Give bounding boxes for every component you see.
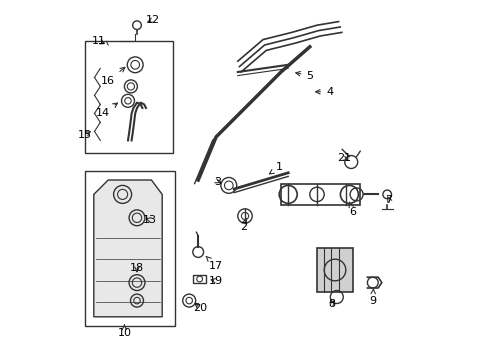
Text: 13: 13 — [143, 215, 157, 225]
Bar — [193, 275, 206, 283]
Bar — [85, 171, 175, 326]
Text: 11: 11 — [92, 36, 106, 46]
Bar — [317, 248, 353, 292]
Text: 9: 9 — [369, 289, 376, 306]
Text: 21: 21 — [337, 153, 351, 163]
Text: 5: 5 — [296, 71, 313, 81]
Text: 15: 15 — [78, 130, 92, 140]
Text: 3: 3 — [215, 177, 221, 187]
Text: 17: 17 — [206, 256, 223, 271]
Text: 18: 18 — [130, 263, 144, 273]
Text: 20: 20 — [193, 303, 207, 313]
Text: 6: 6 — [349, 202, 357, 217]
Text: 16: 16 — [101, 67, 125, 86]
Text: 7: 7 — [386, 195, 392, 205]
Text: 4: 4 — [316, 87, 333, 97]
Polygon shape — [94, 180, 162, 317]
Text: 8: 8 — [328, 299, 335, 309]
Text: 1: 1 — [270, 162, 283, 174]
Bar — [85, 41, 173, 153]
Text: 19: 19 — [209, 276, 223, 286]
Text: 12: 12 — [146, 15, 160, 25]
Text: 10: 10 — [118, 325, 131, 338]
Bar — [281, 184, 360, 205]
Text: 14: 14 — [96, 103, 118, 118]
Text: 2: 2 — [240, 219, 247, 232]
